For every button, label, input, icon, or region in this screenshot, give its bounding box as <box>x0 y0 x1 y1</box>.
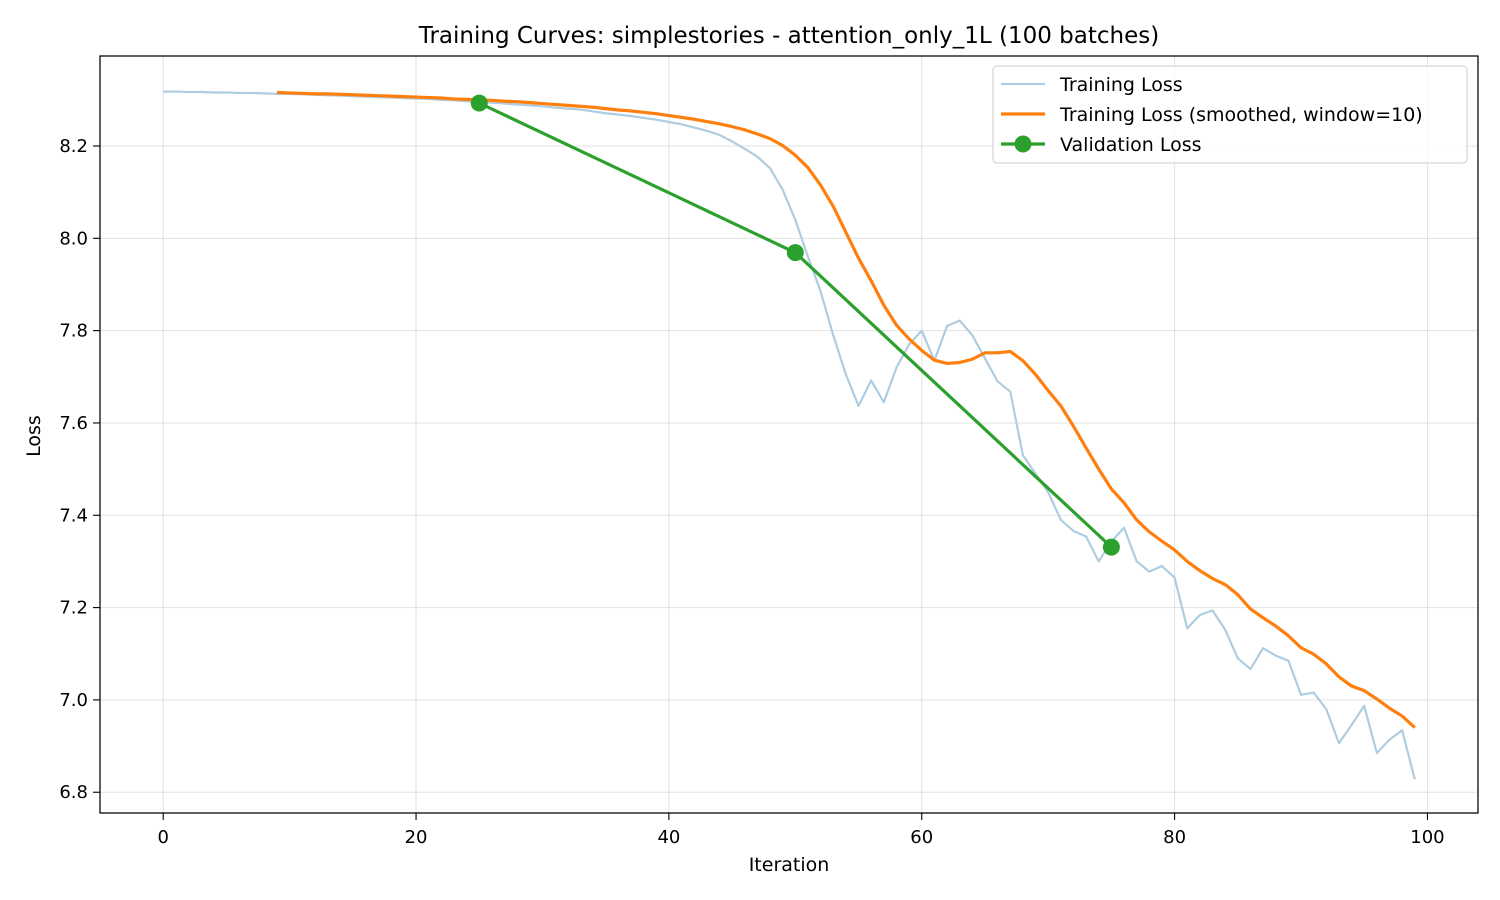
x-tick-label: 20 <box>405 827 428 848</box>
y-tick-label: 8.0 <box>59 228 88 249</box>
chart-title: Training Curves: simplestories - attenti… <box>418 23 1159 49</box>
x-tick-label: 0 <box>157 827 168 848</box>
legend-marker <box>1014 135 1032 153</box>
grid <box>100 56 1478 813</box>
validation-point <box>786 244 804 262</box>
plot-area-frame <box>99 55 1479 814</box>
x-tick-label: 100 <box>1410 827 1444 848</box>
y-tick-label: 7.2 <box>59 598 88 619</box>
y-tick-label: 8.2 <box>59 136 88 157</box>
legend-entry: Training Loss <box>1059 74 1183 96</box>
legend-entry: Training Loss (smoothed, window=10) <box>1059 104 1423 126</box>
x-tick-label: 60 <box>910 827 933 848</box>
x-axis-label: Iteration <box>749 854 830 876</box>
y-tick-label: 6.8 <box>59 782 88 803</box>
validation-point <box>470 94 488 112</box>
series-line-1 <box>276 90 1416 729</box>
legend-box <box>992 65 1468 164</box>
y-tick-label: 7.0 <box>59 690 88 711</box>
legend-entry: Validation Loss <box>1060 134 1202 156</box>
y-axis: 6.8 7.0 7.2 7.4 7.6 7.8 8.0 8.2 <box>59 136 100 803</box>
x-tick-label: 40 <box>657 827 680 848</box>
y-tick-label: 7.8 <box>59 321 88 342</box>
x-axis: 0 20 40 60 80 100 <box>157 813 1445 848</box>
y-axis-label: Loss <box>23 415 45 457</box>
y-tick-label: 7.4 <box>59 505 88 526</box>
validation-point <box>1102 538 1120 556</box>
series-layer <box>163 90 1416 780</box>
x-tick-label: 80 <box>1163 827 1186 848</box>
y-tick-label: 7.6 <box>59 413 88 434</box>
legend: Training Loss Training Loss (smoothed, wi… <box>992 65 1468 164</box>
